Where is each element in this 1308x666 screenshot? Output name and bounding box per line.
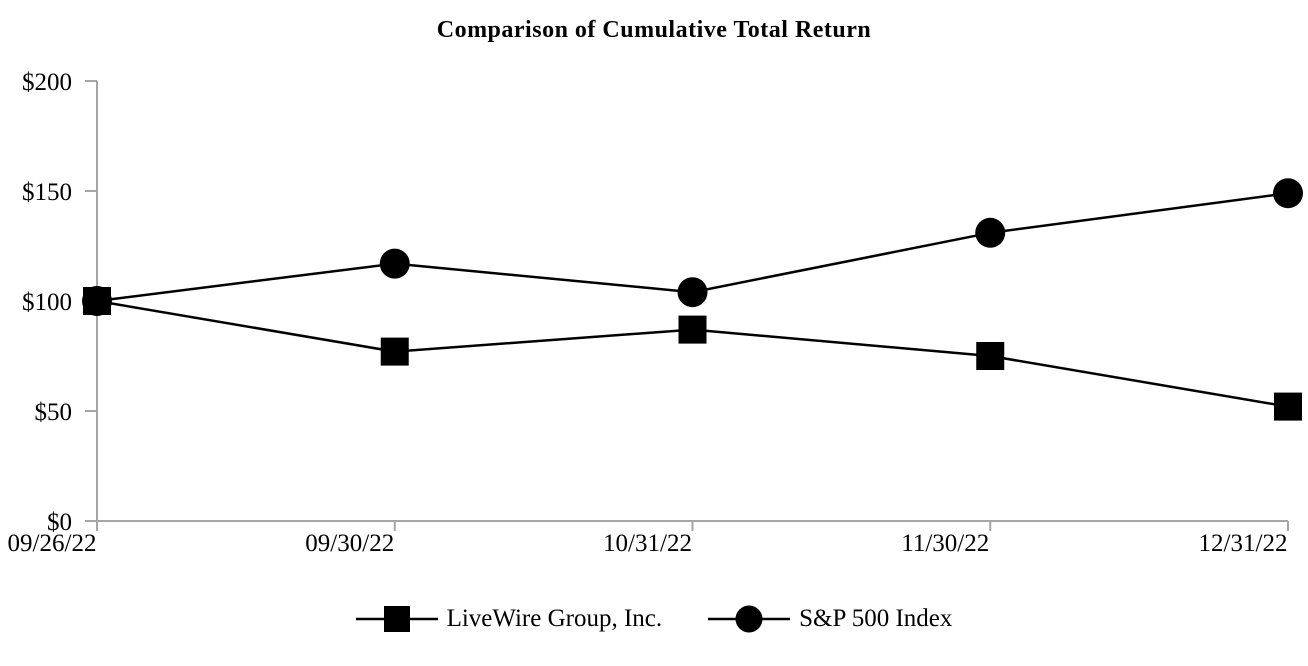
x-tick-label: 09/30/22	[305, 530, 394, 557]
data-point-circle	[1273, 178, 1303, 209]
legend-label-livewire: LiveWire Group, Inc.	[446, 605, 663, 632]
y-tick-label: $50	[35, 399, 73, 426]
circle-marker-icon	[708, 605, 791, 633]
data-point-circle	[379, 248, 410, 279]
y-tick-label: $200	[22, 69, 72, 96]
legend: LiveWire Group, Inc. S&P 500 Index	[0, 604, 1308, 634]
legend-label-sp500: S&P 500 Index	[799, 605, 953, 632]
x-tick-label: 09/26/22	[8, 530, 97, 557]
data-point-square	[83, 287, 111, 315]
y-tick-label: $100	[22, 289, 72, 316]
chart-title: Comparison of Cumulative Total Return	[436, 17, 872, 43]
legend-item-livewire: LiveWire Group, Inc.	[355, 604, 663, 634]
data-point-circle	[975, 217, 1006, 248]
data-point-square	[976, 342, 1005, 370]
square-marker-icon	[355, 606, 438, 632]
plot-area: $0 $50 $100 $150 $200 09/26/22 09/30/22 10/31/2…	[8, 69, 1303, 557]
data-point-square	[1274, 392, 1302, 421]
data-point-square	[380, 337, 409, 366]
data-point-square	[678, 315, 707, 344]
legend-item-sp500: S&P 500 Index	[708, 604, 952, 634]
x-tick-label: 12/31/22	[1199, 530, 1288, 557]
data-point-circle	[677, 277, 708, 308]
y-tick-label: $0	[47, 509, 72, 536]
y-tick-label: $150	[22, 179, 72, 206]
x-tick-label: 10/31/22	[603, 530, 692, 557]
x-tick-label: 11/30/22	[901, 530, 989, 557]
